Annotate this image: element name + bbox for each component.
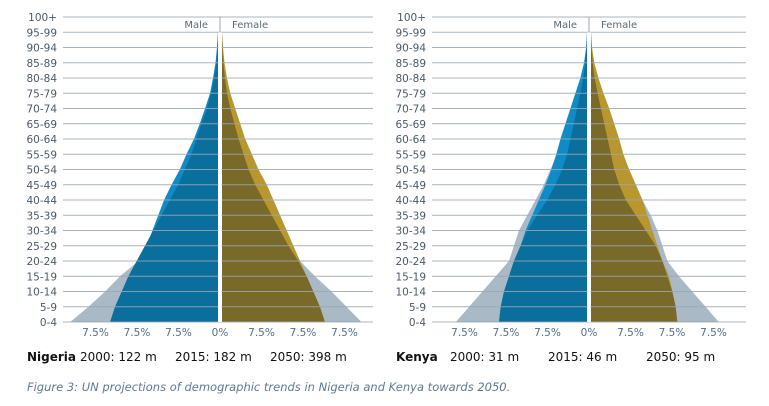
age-label: 40-44 bbox=[395, 195, 426, 207]
x-tick-label: 7.5% bbox=[248, 327, 275, 339]
age-label: 65-69 bbox=[395, 119, 426, 131]
age-label: 95-99 bbox=[26, 27, 57, 39]
age-label: 45-49 bbox=[26, 180, 57, 192]
age-label: 75-79 bbox=[395, 88, 426, 100]
age-label: 90-94 bbox=[26, 43, 57, 55]
age-label: 55-59 bbox=[26, 149, 57, 161]
age-label: 30-34 bbox=[26, 226, 57, 238]
age-label: 5-9 bbox=[40, 302, 57, 314]
age-label: 50-54 bbox=[395, 165, 426, 177]
age-label: 100+ bbox=[397, 12, 426, 24]
age-label: 95-99 bbox=[395, 27, 426, 39]
nigeria-totals: Nigeria bbox=[27, 350, 76, 364]
x-tick-label: 7.5% bbox=[331, 327, 358, 339]
age-label: 5-9 bbox=[409, 302, 426, 314]
age-label: 85-89 bbox=[395, 58, 426, 70]
x-tick-label: 7.5% bbox=[534, 327, 561, 339]
nigeria-label: Nigeria bbox=[27, 350, 77, 364]
age-label: 0-4 bbox=[40, 317, 57, 329]
age-label: 35-39 bbox=[395, 210, 426, 222]
age-label: 65-69 bbox=[26, 119, 57, 131]
age-label: 70-74 bbox=[395, 104, 426, 116]
x-tick-label: 7.5% bbox=[451, 327, 478, 339]
age-label: 60-64 bbox=[395, 134, 426, 146]
age-label: 25-29 bbox=[26, 241, 57, 253]
x-tick-label: 7.5% bbox=[659, 327, 686, 339]
age-label: 30-34 bbox=[395, 226, 426, 238]
nigeria-2050-total: 2050: 398 m bbox=[270, 350, 347, 364]
age-label: 85-89 bbox=[26, 58, 57, 70]
male-label: Male bbox=[553, 20, 577, 31]
kenya-2000-total: 2000: 31 m bbox=[450, 350, 520, 364]
age-label: 80-84 bbox=[26, 73, 57, 85]
age-label: 20-24 bbox=[26, 256, 57, 268]
age-label: 55-59 bbox=[395, 149, 426, 161]
x-tick-label: 0% bbox=[212, 327, 229, 339]
female-label: Female bbox=[232, 20, 268, 31]
x-tick-label: 7.5% bbox=[290, 327, 317, 339]
x-tick-label: 7.5% bbox=[617, 327, 644, 339]
age-label: 50-54 bbox=[26, 165, 57, 177]
x-tick-label: 0% bbox=[581, 327, 598, 339]
age-label: 15-19 bbox=[395, 271, 426, 283]
age-label: 100+ bbox=[28, 12, 57, 24]
male-label: Male bbox=[184, 20, 208, 31]
age-label: 0-4 bbox=[409, 317, 426, 329]
x-tick-label: 7.5% bbox=[82, 327, 109, 339]
kenya-label: Kenya bbox=[396, 350, 438, 364]
age-label: 60-64 bbox=[26, 134, 57, 146]
age-label: 45-49 bbox=[395, 180, 426, 192]
kenya-totals: Kenya bbox=[396, 350, 438, 364]
age-label: 25-29 bbox=[395, 241, 426, 253]
age-label: 10-14 bbox=[26, 287, 57, 299]
age-label: 15-19 bbox=[26, 271, 57, 283]
x-tick-label: 7.5% bbox=[700, 327, 727, 339]
x-tick-label: 7.5% bbox=[124, 327, 151, 339]
nigeria-2000-total: 2000: 122 m bbox=[80, 350, 157, 364]
x-tick-label: 7.5% bbox=[493, 327, 520, 339]
age-label: 70-74 bbox=[26, 104, 57, 116]
kenya-2050-total: 2050: 95 m bbox=[646, 350, 716, 364]
age-label: 20-24 bbox=[395, 256, 426, 268]
female-label: Female bbox=[601, 20, 637, 31]
nigeria-2015-total: 2015: 182 m bbox=[175, 350, 252, 364]
age-label: 75-79 bbox=[26, 88, 57, 100]
age-label: 80-84 bbox=[395, 73, 426, 85]
kenya-2015-total: 2015: 46 m bbox=[548, 350, 618, 364]
figure-caption: Figure 3: UN projections of demographic … bbox=[27, 380, 511, 394]
pyramid-nigeria: 0-4 5-9 10-14 15-19 20-24 25-29 30-34 35-39 40-4… bbox=[26, 12, 373, 339]
pyramid-kenya: 0-4 5-9 10-14 15-19 20-24 25-29 30-34 35-39 40-4… bbox=[395, 12, 746, 339]
age-label: 10-14 bbox=[395, 287, 426, 299]
age-label: 90-94 bbox=[395, 43, 426, 55]
age-label: 40-44 bbox=[26, 195, 57, 207]
x-tick-label: 7.5% bbox=[165, 327, 192, 339]
age-label: 35-39 bbox=[26, 210, 57, 222]
